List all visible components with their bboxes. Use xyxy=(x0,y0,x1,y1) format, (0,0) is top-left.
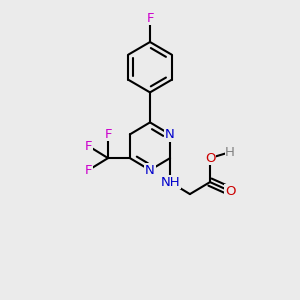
Text: F: F xyxy=(85,164,92,177)
Text: N: N xyxy=(165,128,175,141)
Text: F: F xyxy=(104,128,112,141)
Text: O: O xyxy=(225,184,236,198)
Text: H: H xyxy=(225,146,235,159)
Text: NH: NH xyxy=(160,176,180,189)
Text: F: F xyxy=(85,140,92,153)
Text: N: N xyxy=(145,164,155,177)
Text: O: O xyxy=(205,152,215,165)
Text: F: F xyxy=(146,11,154,25)
